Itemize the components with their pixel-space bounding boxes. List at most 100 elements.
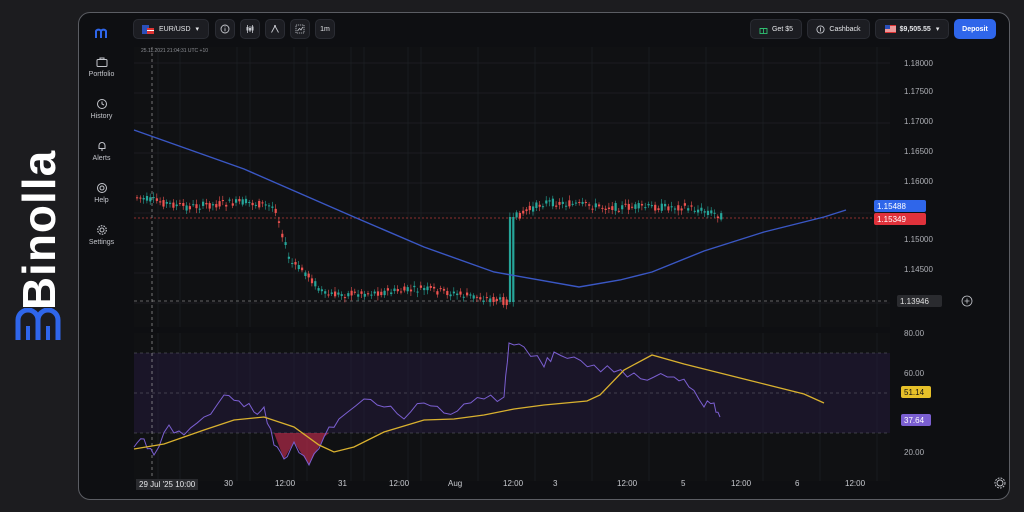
candle — [360, 291, 363, 294]
candle — [449, 294, 452, 297]
time-tick: 31 — [338, 479, 347, 488]
candle — [604, 208, 607, 210]
time-tick: 12:00 — [503, 479, 524, 488]
indicators-button[interactable] — [290, 19, 310, 39]
sidebar-item-label: Help — [94, 197, 109, 204]
candle — [235, 199, 238, 203]
price-tick: 1.14500 — [904, 265, 933, 274]
sidebar-item-portfolio[interactable]: Portfolio — [79, 56, 124, 78]
candle — [710, 210, 713, 214]
chart-settings-button[interactable] — [994, 477, 1006, 489]
asset-selector[interactable]: EUR/USD ▾ — [133, 19, 209, 39]
candle — [677, 205, 680, 211]
candle — [574, 202, 578, 204]
candle — [697, 209, 700, 213]
info-button[interactable] — [215, 19, 235, 39]
candle — [466, 292, 469, 296]
candle — [337, 292, 340, 295]
candle — [244, 198, 248, 204]
gift-icon — [759, 27, 768, 34]
candle — [334, 291, 337, 297]
candle — [502, 297, 505, 305]
time-tick: 12:00 — [275, 479, 296, 488]
deposit-button[interactable]: Deposit — [954, 19, 996, 39]
candle — [436, 291, 439, 295]
candle — [627, 203, 630, 210]
plus-icon — [964, 298, 970, 304]
candle — [670, 206, 673, 208]
candle — [479, 297, 482, 300]
candle — [660, 203, 663, 211]
candle — [238, 198, 241, 202]
drawing-icon — [271, 25, 279, 33]
candle — [518, 212, 521, 219]
candle — [416, 291, 419, 293]
sidebar-item-history[interactable]: History — [79, 98, 124, 120]
cashback-button[interactable]: Cashback — [807, 19, 870, 39]
candle — [706, 210, 710, 215]
sidebar-item-alerts[interactable]: Alerts — [79, 140, 124, 162]
time-tick: 12:00 — [845, 479, 866, 488]
candle — [400, 291, 403, 293]
candle — [499, 297, 502, 300]
candle — [654, 204, 657, 211]
timeframe-button[interactable]: 1m — [315, 19, 335, 39]
sidebar-item-label: Alerts — [92, 155, 111, 162]
candle — [581, 201, 584, 204]
chart-type-button[interactable] — [240, 19, 260, 39]
candle — [182, 203, 185, 206]
candles-icon — [246, 25, 254, 33]
candle — [281, 233, 284, 238]
timeframe-label: 1m — [320, 25, 330, 33]
candle — [393, 288, 396, 291]
candle — [700, 207, 703, 211]
account-balance-selector[interactable]: $9,505.55 ▾ — [875, 19, 949, 39]
sidebar-item-help[interactable]: Help — [79, 182, 124, 204]
candle — [541, 206, 545, 208]
candle — [208, 203, 211, 209]
candle — [274, 208, 277, 213]
price-tick: 1.15000 — [904, 235, 933, 244]
candle — [644, 207, 647, 209]
candle — [456, 293, 459, 296]
candle — [271, 206, 274, 208]
candle — [205, 202, 208, 205]
candle — [172, 202, 175, 208]
candle — [370, 294, 373, 296]
candle — [624, 203, 627, 205]
indicators-icon — [295, 24, 305, 34]
candle — [277, 221, 281, 223]
candle — [508, 217, 512, 302]
candle — [614, 203, 617, 211]
crosshair-time-label: 29 Jul '25 10:00 — [136, 479, 199, 490]
app-logo-icon[interactable] — [94, 25, 108, 39]
price-tick: 1.16000 — [904, 177, 933, 186]
briefcase-icon — [96, 57, 107, 67]
chevron-down-icon: ▾ — [195, 26, 200, 33]
candle — [565, 205, 568, 207]
candle — [584, 201, 587, 203]
info-icon — [220, 24, 230, 34]
candle — [178, 203, 182, 205]
candle — [152, 197, 155, 199]
candle — [492, 296, 495, 302]
eu-us-flag-icon — [142, 24, 154, 34]
crosshair-add-button[interactable] — [961, 295, 973, 307]
candle — [403, 286, 406, 291]
candle — [598, 204, 601, 207]
candle — [617, 210, 620, 212]
sidebar-item-settings[interactable]: Settings — [79, 224, 124, 246]
rsi-tick: 20.00 — [904, 448, 925, 457]
candle — [413, 285, 416, 288]
time-tick: 12:00 — [389, 479, 410, 488]
candle — [287, 256, 290, 259]
sidebar-item-label: Settings — [88, 239, 115, 246]
candle — [505, 299, 508, 306]
drawing-tools-button[interactable] — [265, 19, 285, 39]
trading-app-window: Portfolio History Alerts Help Settings E… — [78, 12, 1010, 500]
price-chart[interactable] — [124, 47, 1009, 499]
bonus-button[interactable]: Get $5 — [750, 19, 802, 39]
candle — [555, 205, 558, 207]
candle — [145, 195, 149, 201]
asset-label: EUR/USD — [159, 25, 191, 33]
